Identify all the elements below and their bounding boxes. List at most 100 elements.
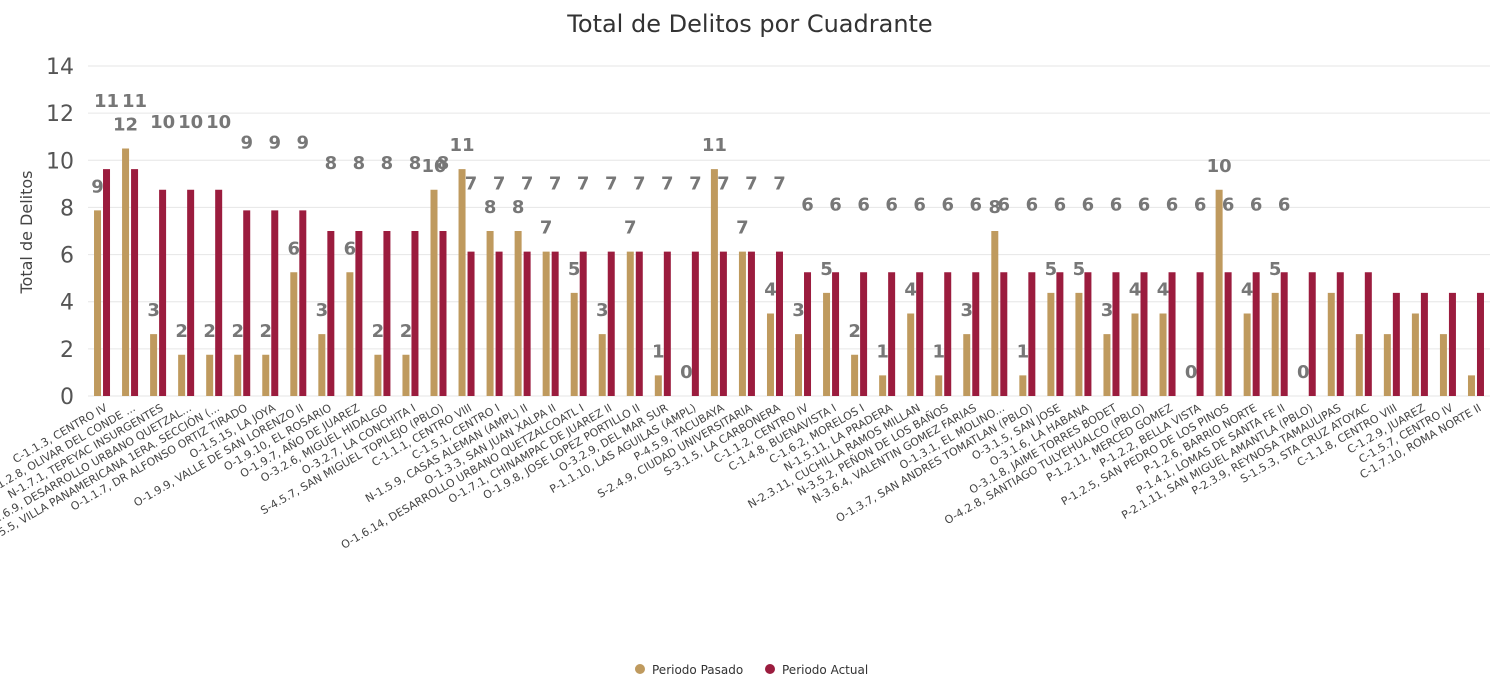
bar-periodo-pasado[interactable] [262, 354, 270, 396]
bar-periodo-actual[interactable] [103, 169, 111, 396]
bar-periodo-pasado[interactable] [1047, 292, 1055, 396]
bar-periodo-pasado[interactable] [1355, 334, 1363, 396]
bar-periodo-pasado[interactable] [402, 354, 410, 396]
legend-item-periodo-actual[interactable]: Periodo Actual [765, 663, 868, 677]
bar-periodo-actual[interactable] [551, 251, 559, 396]
bar-periodo-pasado[interactable] [206, 354, 214, 396]
bar-periodo-pasado[interactable] [570, 292, 578, 396]
bar-periodo-pasado[interactable] [1467, 375, 1475, 396]
bar-periodo-pasado[interactable] [318, 334, 326, 396]
bar-periodo-actual[interactable] [775, 251, 783, 396]
bar-periodo-actual[interactable] [243, 210, 251, 396]
bar-periodo-actual[interactable] [355, 231, 363, 396]
bar-periodo-actual[interactable] [215, 189, 223, 396]
bar-periodo-actual[interactable] [467, 251, 475, 396]
bar-periodo-pasado[interactable] [486, 231, 494, 396]
bar-periodo-actual[interactable] [327, 231, 335, 396]
bar-periodo-actual[interactable] [607, 251, 615, 396]
bar-periodo-pasado[interactable] [1159, 313, 1167, 397]
bar-periodo-pasado[interactable] [598, 334, 606, 396]
bar-periodo-actual[interactable] [635, 251, 643, 396]
bar-periodo-pasado[interactable] [710, 169, 718, 396]
bar-periodo-pasado[interactable] [94, 210, 102, 396]
bar-periodo-pasado[interactable] [122, 148, 130, 397]
bar-periodo-pasado[interactable] [879, 375, 887, 396]
bar-periodo-actual[interactable] [299, 210, 307, 396]
bar-periodo-pasado[interactable] [1327, 292, 1335, 396]
bar-periodo-actual[interactable] [1224, 272, 1232, 396]
bar-periodo-actual[interactable] [832, 272, 840, 396]
bar-periodo-pasado[interactable] [991, 231, 999, 396]
bar-periodo-pasado[interactable] [1439, 334, 1447, 396]
bar-periodo-pasado[interactable] [1131, 313, 1139, 397]
bar-periodo-actual[interactable] [1420, 292, 1428, 396]
bar-periodo-actual[interactable] [159, 189, 167, 396]
bar-periodo-actual[interactable] [944, 272, 952, 396]
legend-item-periodo-pasado[interactable]: Periodo Pasado [635, 663, 743, 677]
bar-periodo-actual[interactable] [1112, 272, 1120, 396]
bar-periodo-pasado[interactable] [851, 354, 859, 396]
bar-periodo-actual[interactable] [579, 251, 587, 396]
bar-periodo-pasado[interactable] [1411, 313, 1419, 397]
bar-periodo-pasado[interactable] [1243, 313, 1251, 397]
bar-periodo-pasado[interactable] [1215, 189, 1223, 396]
bar-periodo-actual[interactable] [1028, 272, 1036, 396]
bar-periodo-pasado[interactable] [514, 231, 522, 396]
bar-periodo-actual[interactable] [1140, 272, 1148, 396]
bar-periodo-actual[interactable] [888, 272, 896, 396]
bar-periodo-pasado[interactable] [1103, 334, 1111, 396]
bar-periodo-actual[interactable] [663, 251, 671, 396]
bar-periodo-actual[interactable] [1280, 272, 1288, 396]
bar-periodo-actual[interactable] [1364, 272, 1372, 396]
bar-periodo-actual[interactable] [719, 251, 727, 396]
bar-periodo-pasado[interactable] [150, 334, 158, 396]
bar-periodo-actual[interactable] [1336, 272, 1344, 396]
bar-periodo-actual[interactable] [1084, 272, 1092, 396]
bar-periodo-pasado[interactable] [738, 251, 746, 396]
bar-periodo-pasado[interactable] [458, 169, 466, 396]
bar-periodo-pasado[interactable] [963, 334, 971, 396]
bar-periodo-actual[interactable] [411, 231, 419, 396]
bar-periodo-pasado[interactable] [1075, 292, 1083, 396]
bar-periodo-actual[interactable] [1196, 272, 1204, 396]
bar-periodo-actual[interactable] [1308, 272, 1316, 396]
bar-periodo-actual[interactable] [383, 231, 391, 396]
bar-periodo-actual[interactable] [916, 272, 924, 396]
bar-periodo-pasado[interactable] [766, 313, 774, 397]
bar-periodo-actual[interactable] [1168, 272, 1176, 396]
bar-periodo-actual[interactable] [271, 210, 279, 396]
bar-periodo-pasado[interactable] [654, 375, 662, 396]
bar-periodo-pasado[interactable] [374, 354, 382, 396]
bar-periodo-actual[interactable] [804, 272, 812, 396]
bar-periodo-pasado[interactable] [626, 251, 634, 396]
bar-periodo-pasado[interactable] [795, 334, 803, 396]
bar-periodo-actual[interactable] [1000, 272, 1008, 396]
bar-periodo-actual[interactable] [439, 231, 447, 396]
bar-periodo-actual[interactable] [1056, 272, 1064, 396]
bar-periodo-actual[interactable] [860, 272, 868, 396]
bar-periodo-actual[interactable] [1448, 292, 1456, 396]
bar-periodo-pasado[interactable] [178, 354, 186, 396]
bar-periodo-actual[interactable] [523, 251, 531, 396]
bar-periodo-pasado[interactable] [542, 251, 550, 396]
bar-periodo-pasado[interactable] [1019, 375, 1027, 396]
bar-periodo-pasado[interactable] [823, 292, 831, 396]
bar-periodo-pasado[interactable] [234, 354, 242, 396]
bar-periodo-pasado[interactable] [935, 375, 943, 396]
bar-periodo-actual[interactable] [1252, 272, 1260, 396]
bar-periodo-pasado[interactable] [1271, 292, 1279, 396]
bar-periodo-pasado[interactable] [430, 189, 438, 396]
bar-periodo-actual[interactable] [1392, 292, 1400, 396]
bar-periodo-actual[interactable] [1476, 292, 1484, 396]
bar-periodo-pasado[interactable] [290, 272, 298, 396]
bar-periodo-actual[interactable] [747, 251, 755, 396]
bar-periodo-pasado[interactable] [1383, 334, 1391, 396]
bar-periodo-actual[interactable] [131, 169, 139, 396]
data-label: 6 [344, 238, 357, 259]
bar-periodo-pasado[interactable] [346, 272, 354, 396]
bar-periodo-actual[interactable] [691, 251, 699, 396]
bar-periodo-actual[interactable] [187, 189, 195, 396]
bar-periodo-actual[interactable] [972, 272, 980, 396]
bar-periodo-pasado[interactable] [907, 313, 915, 397]
bar-periodo-actual[interactable] [495, 251, 503, 396]
